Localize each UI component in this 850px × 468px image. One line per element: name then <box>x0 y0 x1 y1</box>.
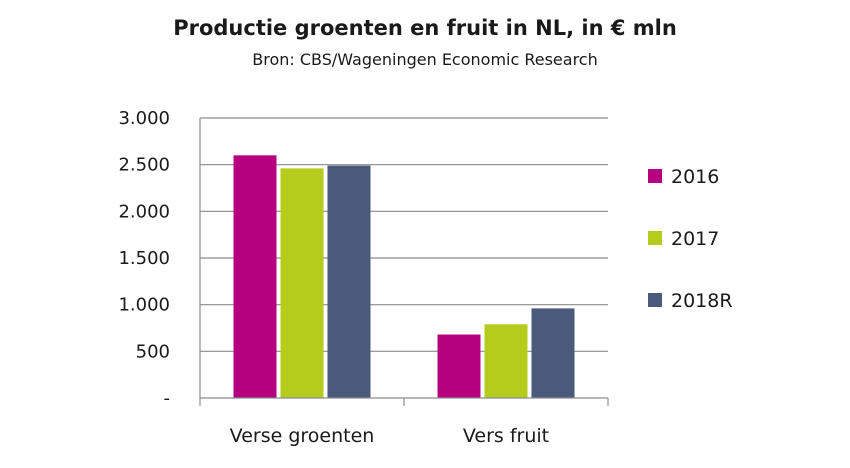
y-tick-label: 3.000 <box>118 108 170 129</box>
y-tick-label: 2.000 <box>118 201 170 222</box>
legend-label-2016: 2016 <box>671 166 719 188</box>
bar-2017-2 <box>484 324 528 398</box>
x-category-label: Verse groenten <box>230 425 375 447</box>
x-axis: Verse groenten Vers fruit <box>199 397 609 447</box>
x-category-label: Vers fruit <box>463 425 549 447</box>
y-tick-label: 2.500 <box>118 155 170 176</box>
chart-subtitle: Bron: CBS/Wageningen Economic Research <box>252 50 598 69</box>
bar-2016-1 <box>233 155 277 398</box>
bar-2018R-1 <box>327 165 371 398</box>
bar-2017-1 <box>280 168 324 398</box>
y-tick-label: 500 <box>136 341 170 362</box>
legend-swatch-2018R <box>648 293 662 307</box>
legend-label-2017: 2017 <box>671 228 719 250</box>
legend-swatch-2016 <box>648 169 662 183</box>
legend: 2016 2017 2018R <box>648 166 733 312</box>
chart-title: Productie groenten en fruit in NL, in € … <box>173 16 677 40</box>
bar-2018R-2 <box>531 308 575 398</box>
legend-label-2018R: 2018R <box>671 290 733 312</box>
y-tick-label: 1.000 <box>118 295 170 316</box>
legend-swatch-2017 <box>648 231 662 245</box>
y-axis: - 500 1.000 1.500 2.000 2.500 3.000 <box>118 108 201 409</box>
bars <box>233 155 575 398</box>
y-tick-label: 1.500 <box>118 248 170 269</box>
y-tick-label: - <box>164 388 171 409</box>
bar-2016-2 <box>437 334 481 398</box>
